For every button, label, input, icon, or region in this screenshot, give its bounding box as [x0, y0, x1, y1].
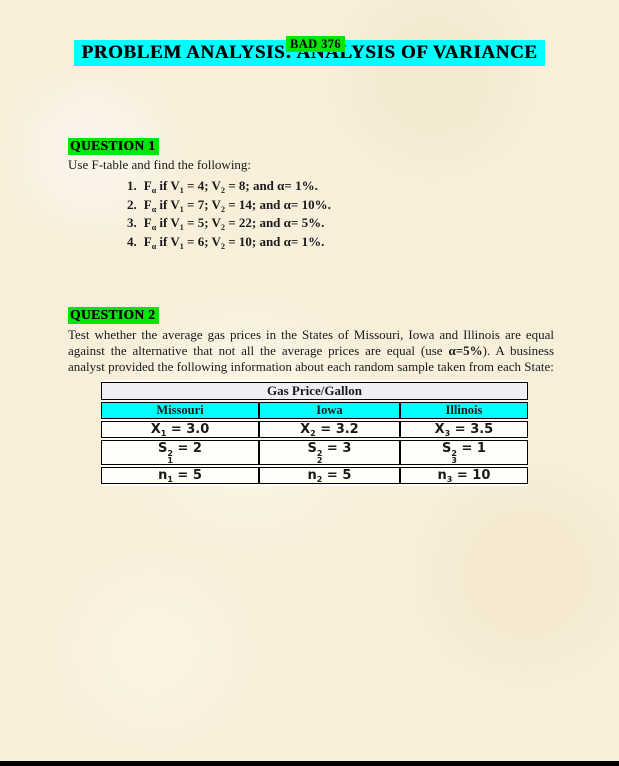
table-cell-n-missouri: n1 = 5 [101, 467, 259, 485]
column-header-illinois: Illinois [399, 402, 528, 420]
question-1-section: QUESTION 1 Use F-table and find the foll… [68, 137, 554, 251]
list-number: 3. [127, 215, 137, 231]
question-2-paragraph: Test whether the average gas prices in t… [68, 327, 555, 375]
table-title-row: Gas Price/Gallon [101, 382, 528, 401]
table-header-row: Missouri Iowa Illinois [101, 402, 528, 420]
table-cell-n-illinois: n3 = 10 [399, 467, 528, 485]
list-item: 2. Fα if V1 = 7; V2 = 14; and α= 10%. [127, 196, 331, 214]
table-cell-mean-illinois: X3 = 3.5 [399, 421, 528, 439]
gas-price-table: Gas Price/Gallon Missouri Iowa Illinois … [101, 380, 528, 487]
page-edge-bar [0, 761, 619, 766]
list-number: 1. [127, 178, 137, 193]
course-code: BAD 376 [286, 36, 346, 52]
page-content: QUESTION 1 Use F-table and find the foll… [68, 137, 555, 487]
list-item: 4. Fα if V1 = 6; V2 = 10; and α= 1%. [127, 233, 325, 251]
table-cell-mean-iowa: X2 = 3.2 [258, 421, 400, 439]
column-header-missouri: Missouri [101, 402, 259, 420]
f-table-list: 1. Fα if V1 = 4; V2 = 8; and α= 1%. 2. Fα … [127, 177, 554, 251]
table-mean-row: X1 = 3.0 X2 = 3.2 X3 = 3.5 [101, 421, 528, 439]
question-1-heading: QUESTION 1 [68, 138, 160, 155]
list-number: 4. [127, 233, 137, 249]
table-cell-mean-missouri: X1 = 3.0 [101, 421, 259, 439]
question-1-intro: Use F-table and find the following: [68, 157, 252, 172]
table-samplesize-row: n1 = 5 n2 = 5 n3 = 10 [101, 467, 528, 485]
question-2-section: QUESTION 2 Test whether the average gas … [68, 306, 555, 487]
list-item: 3. Fα if V1 = 5; V2 = 22; and α= 5%. [127, 215, 325, 233]
document-page: BAD 376 PROBLEM ANALYSIS: ANALYSIS OF VA… [0, 36, 619, 766]
list-number: 2. [127, 196, 137, 212]
list-item: 1. Fα if V1 = 4; V2 = 8; and α= 1%. [127, 178, 318, 195]
column-header-iowa: Iowa [258, 402, 400, 420]
table-cell-n-iowa: n2 = 5 [258, 467, 400, 485]
question-2-heading: QUESTION 2 [68, 307, 160, 325]
table-title: Gas Price/Gallon [101, 382, 528, 401]
